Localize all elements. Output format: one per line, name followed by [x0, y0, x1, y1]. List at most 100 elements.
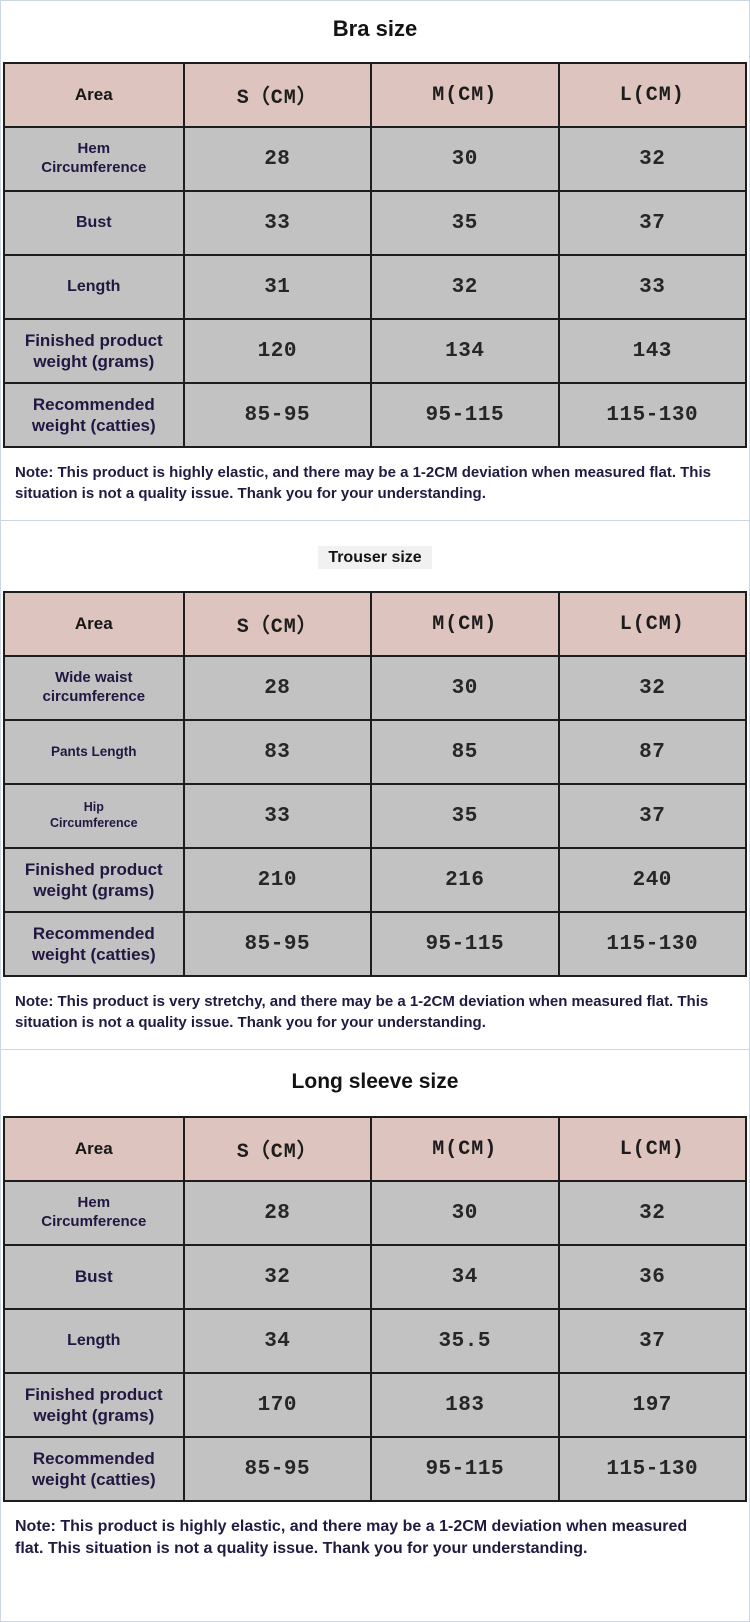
table-row: Hem Circumference 28 30 32 [3, 1180, 747, 1246]
cell-value: 85 [370, 719, 560, 785]
column-header-l: L(CM) [557, 591, 747, 657]
section-title-text: Bra size [332, 16, 418, 41]
row-label: Length [3, 254, 185, 320]
table-row: Wide waist circumference 28 30 32 [3, 655, 747, 721]
note-text: Note: This product is highly elastic, an… [15, 464, 711, 502]
cell-value: 95-115 [370, 1436, 560, 1502]
section-title-text: Trouser size [318, 546, 432, 569]
row-label-text: Recommended weight (catties) [31, 1448, 156, 1489]
cell-value: 95-115 [370, 911, 560, 977]
note: Note: This product is very stretchy, and… [0, 977, 750, 1050]
cell-value: 36 [557, 1244, 747, 1310]
table-row: Recommended weight (catties) 85-95 95-11… [3, 1436, 747, 1502]
note: Note: This product is highly elastic, an… [0, 448, 750, 521]
row-label: Recommended weight (catties) [3, 1436, 185, 1502]
row-label-text: Wide waist circumference [42, 669, 146, 705]
row-label: Bust [3, 1244, 185, 1310]
column-header-s: S（CM） [182, 62, 373, 128]
header-row: Area S（CM） M(CM) L(CM) [3, 591, 747, 657]
size-table-bra: Area S（CM） M(CM) L(CM) Hem Circumference… [3, 62, 747, 448]
cell-value: 240 [557, 847, 747, 913]
cell-value: 183 [370, 1372, 560, 1438]
table-row: Recommended weight (catties) 85-95 95-11… [3, 911, 747, 977]
cell-value: 32 [557, 126, 747, 192]
cell-value: 115-130 [557, 911, 747, 977]
cell-value: 34 [370, 1244, 560, 1310]
cell-value: 28 [182, 655, 373, 721]
cell-value: 170 [182, 1372, 373, 1438]
table-row: Bust 33 35 37 [3, 190, 747, 256]
cell-value: 34 [182, 1308, 373, 1374]
row-label: Finished product weight (grams) [3, 847, 185, 913]
row-label-text: Hip Circumference [50, 800, 138, 830]
table-row: Finished product weight (grams) 210 216 … [3, 847, 747, 913]
row-label-text: Recommended weight (catties) [31, 394, 156, 435]
row-label-text: Pants Length [51, 743, 137, 759]
row-label-text: Bust [74, 1267, 113, 1287]
cell-value: 85-95 [182, 382, 373, 448]
table-row: Bust 32 34 36 [3, 1244, 747, 1310]
cell-value: 31 [182, 254, 373, 320]
note: Note: This product is highly elastic, an… [0, 1502, 750, 1577]
cell-value: 30 [370, 1180, 560, 1246]
table-row: Hem Circumference 28 30 32 [3, 126, 747, 192]
cell-value: 216 [370, 847, 560, 913]
row-label: Wide waist circumference [3, 655, 185, 721]
row-label: Length [3, 1308, 185, 1374]
row-label-text: Bust [76, 214, 112, 231]
size-table-trouser: Area S（CM） M(CM) L(CM) Wide waist circum… [3, 591, 747, 977]
row-label-text: Hem Circumference [41, 1194, 147, 1230]
cell-value: 115-130 [557, 1436, 747, 1502]
cell-value: 30 [370, 655, 560, 721]
cell-value: 35 [370, 190, 560, 256]
table-row: Hip Circumference 33 35 37 [3, 783, 747, 849]
row-label: Hem Circumference [3, 1180, 185, 1246]
size-table-long-sleeve: Area S（CM） M(CM) L(CM) Hem Circumference… [3, 1116, 747, 1502]
cell-value: 197 [557, 1372, 747, 1438]
column-header-s: S（CM） [182, 1116, 373, 1182]
row-label-text: Length [67, 278, 121, 295]
cell-value: 32 [557, 655, 747, 721]
cell-value: 33 [182, 783, 373, 849]
table-row: Recommended weight (catties) 85-95 95-11… [3, 382, 747, 448]
cell-value: 30 [370, 126, 560, 192]
row-label-text: Finished product weight (grams) [24, 330, 163, 371]
table-row: Finished product weight (grams) 120 134 … [3, 318, 747, 384]
row-label: Bust [3, 190, 185, 256]
cell-value: 83 [182, 719, 373, 785]
note-text: Note: This product is highly elastic, an… [15, 1518, 688, 1558]
header-row: Area S（CM） M(CM) L(CM) [3, 62, 747, 128]
table-row: Finished product weight (grams) 170 183 … [3, 1372, 747, 1438]
cell-value: 32 [370, 254, 560, 320]
cell-value: 35 [370, 783, 560, 849]
table-row: Length 31 32 33 [3, 254, 747, 320]
section-title-text: Long sleeve size [291, 1070, 459, 1093]
table-row: Length 34 35.5 37 [3, 1308, 747, 1374]
row-label: Recommended weight (catties) [3, 911, 185, 977]
column-header-l: L(CM) [557, 1116, 747, 1182]
column-header-m: M(CM) [370, 62, 560, 128]
row-label-text: Finished product weight (grams) [24, 859, 163, 900]
cell-value: 143 [557, 318, 747, 384]
column-header-area: Area [3, 591, 185, 657]
table-row: Pants Length 83 85 87 [3, 719, 747, 785]
row-label: Recommended weight (catties) [3, 382, 185, 448]
cell-value: 87 [557, 719, 747, 785]
row-label: Finished product weight (grams) [3, 318, 185, 384]
row-label: Hip Circumference [3, 783, 185, 849]
column-header-m: M(CM) [370, 591, 560, 657]
cell-value: 37 [557, 190, 747, 256]
row-label-text: Recommended weight (catties) [31, 923, 156, 964]
row-label-text: Finished product weight (grams) [24, 1384, 163, 1425]
cell-value: 85-95 [182, 1436, 373, 1502]
column-header-s: S（CM） [182, 591, 373, 657]
cell-value: 33 [182, 190, 373, 256]
row-label-text: Hem Circumference [41, 140, 147, 176]
row-label-text: Length [67, 1332, 121, 1349]
cell-value: 35.5 [370, 1308, 560, 1374]
note-text: Note: This product is very stretchy, and… [15, 993, 709, 1031]
cell-value: 37 [557, 1308, 747, 1374]
size-section-bra: Bra size Area S（CM） M(CM) L(CM) Hem Circ… [0, 0, 750, 521]
cell-value: 95-115 [370, 382, 560, 448]
